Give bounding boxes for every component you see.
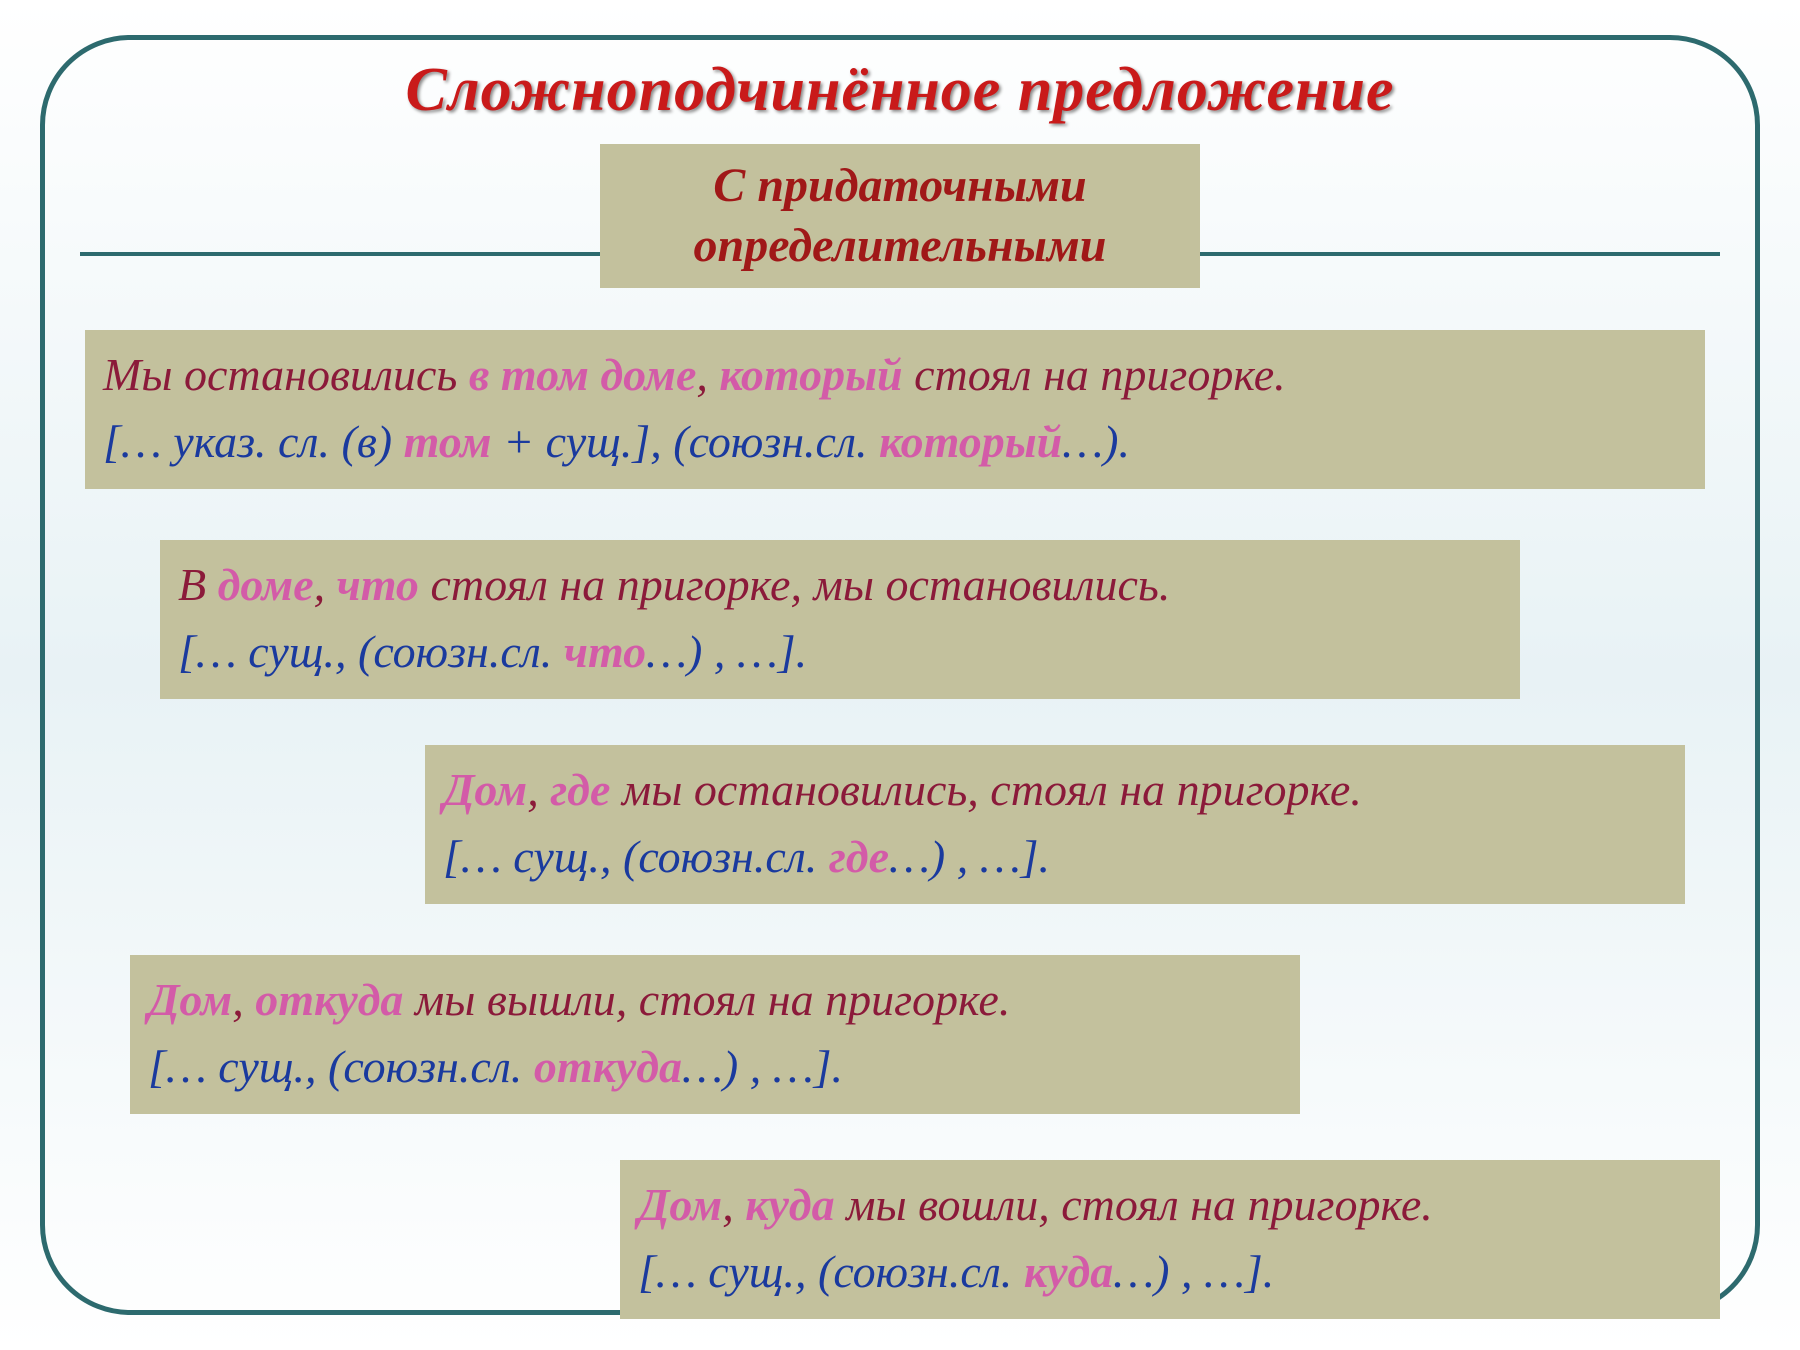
text-run: ,: [527, 764, 550, 815]
text-run: …) , …].: [889, 831, 1050, 882]
text-run: Дом: [443, 764, 527, 815]
text-run: …).: [1062, 416, 1130, 467]
text-run: ,: [314, 559, 337, 610]
subtitle-line1: С придаточными: [713, 159, 1086, 212]
text-run: где: [829, 831, 889, 882]
text-run: куда: [745, 1179, 834, 1230]
text-run: откуда: [534, 1041, 682, 1092]
text-run: Дом: [638, 1179, 722, 1230]
text-run: [… сущ., (союзн.сл.: [638, 1246, 1024, 1297]
example-sentence: Дом, откуда мы вышли, стоял на пригорке.: [148, 967, 1282, 1034]
text-run: стоял на пригорке.: [903, 349, 1286, 400]
subtitle-line2: определительными: [694, 219, 1107, 272]
text-run: мы остановились, стоял на пригорке.: [610, 764, 1361, 815]
text-run: стоял на пригорке, мы остановились.: [419, 559, 1170, 610]
example-schema: [… сущ., (союзн.сл. откуда…) , …].: [148, 1034, 1282, 1101]
example-box-1: Мы остановились в том доме, который стоя…: [85, 330, 1705, 489]
text-run: том: [404, 416, 492, 467]
text-run: откуда: [255, 974, 403, 1025]
example-schema: [… сущ., (союзн.сл. где…) , …].: [443, 824, 1667, 891]
text-run: Мы остановились: [103, 349, 469, 400]
example-box-3: Дом, где мы остановились, стоял на приго…: [425, 745, 1685, 904]
subtitle-box: С придаточными определительными: [600, 144, 1200, 288]
example-schema: [… сущ., (союзн.сл. что…) , …].: [178, 619, 1502, 686]
text-run: ,: [232, 974, 255, 1025]
text-run: где: [550, 764, 610, 815]
text-run: …) , …].: [682, 1041, 843, 1092]
example-schema: [… сущ., (союзн.сл. куда…) , …].: [638, 1239, 1702, 1306]
example-box-4: Дом, откуда мы вышли, стоял на пригорке.…: [130, 955, 1300, 1114]
text-run: ,: [696, 349, 719, 400]
example-sentence: В доме, что стоял на пригорке, мы остано…: [178, 552, 1502, 619]
example-sentence: Дом, куда мы вошли, стоял на пригорке.: [638, 1172, 1702, 1239]
text-run: [… сущ., (союзн.сл.: [148, 1041, 534, 1092]
text-run: что: [564, 626, 646, 677]
subtitle-container: С придаточными определительными: [0, 144, 1800, 288]
example-sentence: Мы остановились в том доме, который стоя…: [103, 342, 1687, 409]
text-run: + сущ.], (союзн.сл.: [492, 416, 879, 467]
text-run: который: [719, 349, 902, 400]
text-run: куда: [1024, 1246, 1113, 1297]
text-run: [… сущ., (союзн.сл.: [443, 831, 829, 882]
text-run: мы вышли, стоял на пригорке.: [403, 974, 1010, 1025]
text-run: …) , …].: [646, 626, 807, 677]
text-run: [… сущ., (союзн.сл.: [178, 626, 564, 677]
text-run: …) , …].: [1113, 1246, 1274, 1297]
example-schema: [… указ. сл. (в) том + сущ.], (союзн.сл.…: [103, 409, 1687, 476]
text-run: мы вошли, стоял на пригорке.: [835, 1179, 1433, 1230]
text-run: доме: [218, 559, 314, 610]
text-run: в том доме: [469, 349, 696, 400]
page-title: Сложноподчинённое предложение: [0, 0, 1800, 126]
text-run: В: [178, 559, 218, 610]
text-run: Дом: [148, 974, 232, 1025]
text-run: который: [879, 416, 1062, 467]
text-run: ,: [722, 1179, 745, 1230]
example-sentence: Дом, где мы остановились, стоял на приго…: [443, 757, 1667, 824]
example-box-5: Дом, куда мы вошли, стоял на пригорке.[……: [620, 1160, 1720, 1319]
text-run: что: [337, 559, 419, 610]
text-run: [… указ. сл. (в): [103, 416, 404, 467]
example-box-2: В доме, что стоял на пригорке, мы остано…: [160, 540, 1520, 699]
